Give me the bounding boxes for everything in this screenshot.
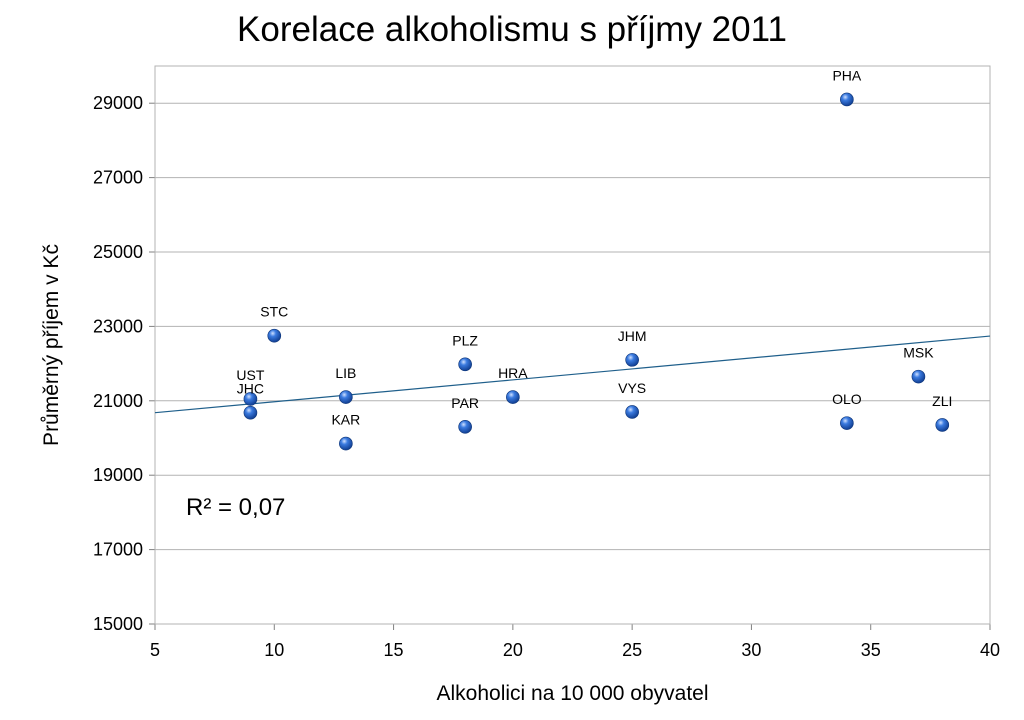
data-point-par <box>458 420 472 434</box>
y-tick-label: 27000 <box>93 168 143 188</box>
point-label-vys: VYS <box>618 380 646 396</box>
point-label-par: PAR <box>451 395 479 411</box>
point-label-msk: MSK <box>903 345 934 361</box>
point-label-lib: LIB <box>335 365 356 381</box>
data-point-olo <box>840 416 854 430</box>
x-tick-label: 15 <box>384 640 404 660</box>
data-point-lib <box>339 390 353 404</box>
data-point-hra <box>506 390 520 404</box>
data-point-jhm <box>625 353 639 367</box>
point-label-zli: ZLI <box>932 393 952 409</box>
grid-lines <box>149 102 991 630</box>
data-point-ust <box>243 392 258 406</box>
r-squared-annotation: R² = 0,07 <box>186 494 285 521</box>
data-point-msk <box>911 369 926 384</box>
data-point-vys <box>625 405 639 419</box>
chart-title: Korelace alkoholismu s příjmy 2011 <box>237 10 787 49</box>
data-point-plz <box>458 357 472 372</box>
point-label-jhc: JHC <box>237 381 264 397</box>
point-label-olo: OLO <box>832 391 862 407</box>
y-tick-label: 29000 <box>93 93 143 113</box>
x-tick-label: 40 <box>980 640 1000 660</box>
point-label-pha: PHA <box>832 67 861 83</box>
y-axis-title: Průměrný příjem v Kč <box>40 244 63 446</box>
x-tick-label: 35 <box>861 640 881 660</box>
data-point-stc <box>267 328 282 343</box>
point-label-kar: KAR <box>331 412 360 428</box>
trendline-group <box>154 335 991 414</box>
y-tick-label: 21000 <box>93 391 143 411</box>
x-tick-label: 20 <box>503 640 523 660</box>
data-point-pha <box>840 92 854 107</box>
point-label-stc: STC <box>260 304 288 320</box>
x-tick-label: 25 <box>622 640 642 660</box>
point-label-hra: HRA <box>498 365 528 381</box>
y-tick-label: 17000 <box>93 540 143 560</box>
x-tick-label: 10 <box>264 640 284 660</box>
y-tick-label: 25000 <box>93 242 143 262</box>
data-point-zli <box>935 418 950 432</box>
point-label-ust: UST <box>236 367 264 383</box>
point-label-jhm: JHM <box>618 328 647 344</box>
point-label-plz: PLZ <box>452 332 478 348</box>
x-tick-label: 5 <box>150 640 160 660</box>
x-axis-title: Alkoholici na 10 000 obyvatel <box>436 682 708 705</box>
data-point-kar <box>339 436 353 451</box>
y-tick-label: 15000 <box>93 614 143 634</box>
y-tick-label: 19000 <box>93 465 143 485</box>
tick-labels: 15000 17000 19000 21000 23000 25000 27000 29000… <box>93 93 1000 660</box>
y-tick-label: 23000 <box>93 316 143 336</box>
plot-area <box>154 65 991 625</box>
x-tick-label: 30 <box>741 640 761 660</box>
data-point-jhc <box>243 405 258 420</box>
trendline <box>154 335 991 414</box>
